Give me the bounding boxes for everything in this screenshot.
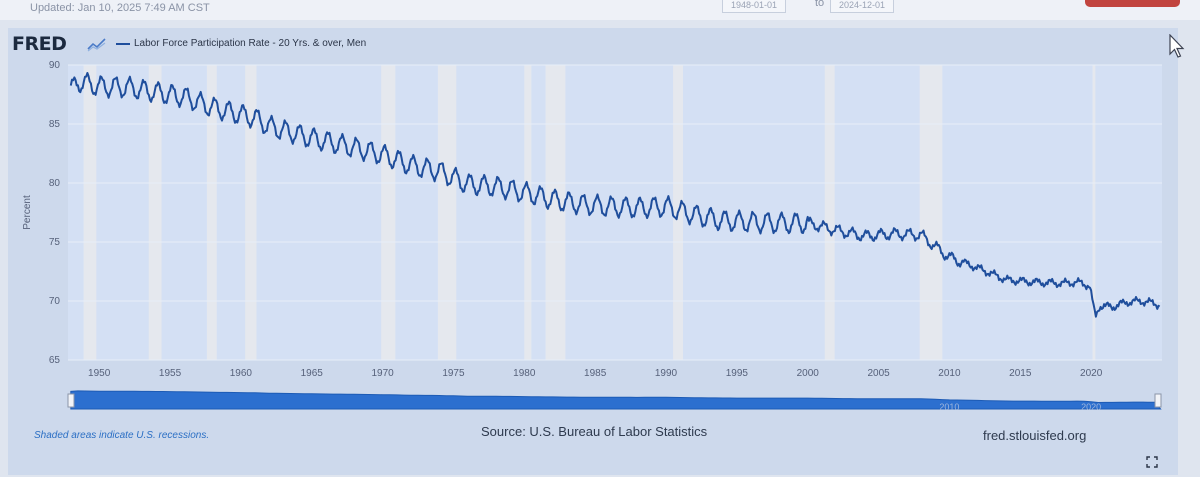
- recession-band: [206, 65, 217, 360]
- x-tick-label: 1975: [442, 368, 465, 379]
- x-tick-label: 2000: [797, 368, 820, 379]
- x-tick-label: 1965: [301, 368, 324, 379]
- recession-band: [824, 65, 835, 360]
- navigator-handle[interactable]: [67, 393, 75, 408]
- x-tick-label: 1985: [584, 368, 607, 379]
- series-line: [69, 72, 1161, 318]
- recession-band: [83, 65, 97, 360]
- y-tick-label: 70: [49, 296, 61, 307]
- navigator-label: 2020: [1081, 402, 1101, 412]
- y-tick-label: 90: [49, 60, 61, 71]
- navigator-label: 2010: [939, 402, 959, 412]
- x-tick-label: 1995: [726, 368, 749, 379]
- navigator-area: [70, 390, 1162, 410]
- recession-band: [524, 65, 532, 360]
- mouse-cursor-icon: [1169, 34, 1185, 58]
- x-tick-label: 1955: [159, 368, 182, 379]
- x-tick-label: 2020: [1080, 368, 1103, 379]
- x-tick-label: 1980: [513, 368, 536, 379]
- recession-band: [1092, 65, 1096, 360]
- chart-line-icon: [87, 38, 106, 52]
- x-tick-label: 2010: [938, 368, 961, 379]
- recession-band: [437, 65, 457, 360]
- updated-timestamp: Updated: Jan 10, 2025 7:49 AM CST: [30, 2, 210, 14]
- edit-graph-button[interactable]: [1085, 0, 1180, 7]
- recession-band: [148, 65, 162, 360]
- recession-band: [245, 65, 257, 360]
- x-tick-label: 2015: [1009, 368, 1032, 379]
- site-link[interactable]: fred.stlouisfed.org: [983, 428, 1087, 443]
- source-label: Source: U.S. Bureau of Labor Statistics: [481, 424, 708, 439]
- x-tick-label: 1970: [371, 368, 394, 379]
- y-tick-label: 75: [49, 237, 61, 248]
- x-tick-label: 1990: [655, 368, 678, 379]
- fullscreen-icon[interactable]: [1146, 456, 1158, 468]
- navigator-handle[interactable]: [1154, 393, 1162, 408]
- legend-swatch: [116, 43, 130, 45]
- legend-label[interactable]: Labor Force Participation Rate - 20 Yrs.…: [134, 38, 367, 49]
- recession-band: [919, 65, 943, 360]
- y-tick-label: 65: [49, 355, 61, 366]
- end-date-input[interactable]: 2024-12-01: [830, 0, 894, 13]
- y-tick-label: 85: [49, 119, 61, 130]
- x-tick-label: 2005: [867, 368, 890, 379]
- start-date-input[interactable]: 1948-01-01: [722, 0, 786, 13]
- x-tick-label: 1960: [230, 368, 253, 379]
- top-bar: Updated: Jan 10, 2025 7:49 AM CST 1948-0…: [0, 0, 1200, 20]
- y-axis-label: Percent: [22, 195, 33, 230]
- recession-band: [381, 65, 396, 360]
- recession-note: Shaded areas indicate U.S. recessions.: [34, 430, 210, 441]
- date-range-to-label: to: [815, 0, 825, 9]
- y-tick-label: 80: [49, 178, 61, 189]
- x-tick-label: 1950: [88, 368, 111, 379]
- fred-logo[interactable]: FRED: [12, 33, 67, 55]
- recession-band: [545, 65, 566, 360]
